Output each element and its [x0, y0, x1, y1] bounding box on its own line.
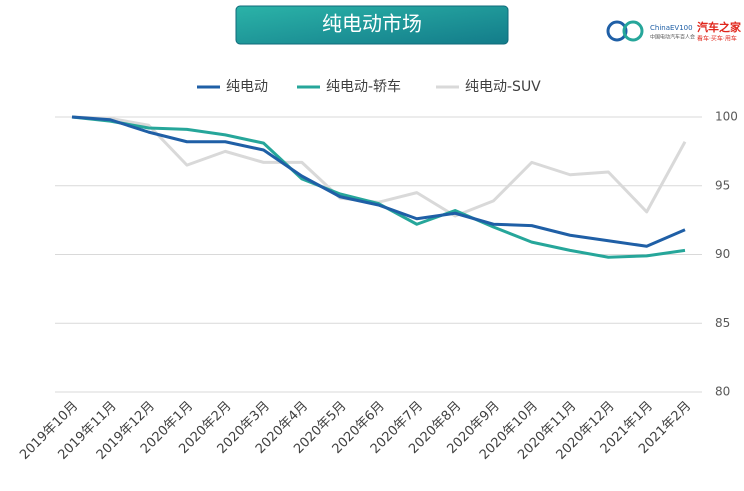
series-line — [71, 115, 686, 248]
series-line — [71, 115, 687, 218]
y-tick-label: 85 — [715, 316, 730, 330]
y-tick-label: 80 — [715, 385, 730, 399]
brand: 汽车之家 — [697, 20, 742, 34]
y-tick-label: 100 — [715, 110, 738, 124]
brand-sub: 看车·买车·用车 — [697, 35, 737, 43]
series-line — [71, 115, 686, 259]
logo-sub: 中国电动汽车百人会 — [650, 34, 695, 41]
y-tick-label: 90 — [715, 247, 730, 261]
logo-ring — [606, 20, 628, 42]
y-tick-label: 95 — [715, 178, 730, 192]
title-box — [235, 5, 509, 45]
logo-text: ChinaEV100 — [650, 24, 693, 32]
legend-label: 纯电动 — [226, 79, 268, 95]
logo-ring — [622, 20, 644, 42]
chart-title: 纯电动市场 — [322, 12, 422, 36]
legend-label: 纯电动-SUV — [465, 79, 541, 95]
legend-label: 纯电动-轿车 — [326, 78, 401, 95]
